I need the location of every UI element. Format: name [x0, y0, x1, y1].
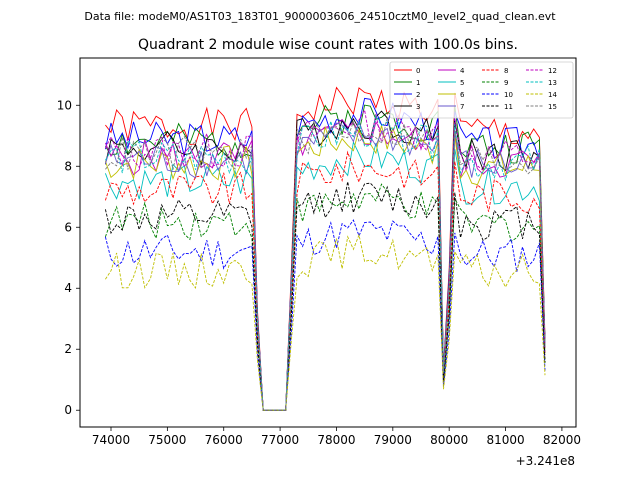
legend-label-3: 3 [416, 103, 420, 111]
legend-label-13: 13 [548, 79, 557, 87]
x-tick-label: 78000 [317, 433, 355, 447]
chart-title: Quadrant 2 module wise count rates with … [138, 37, 518, 53]
y-tick-label: 6 [64, 220, 72, 234]
y-tick-label: 8 [64, 159, 72, 173]
series-line-0 [105, 86, 546, 411]
legend-label-9: 9 [504, 79, 508, 87]
x-tick-label: 76000 [205, 433, 243, 447]
legend-label-5: 5 [460, 79, 464, 87]
axis-ticks: 74000 75000 76000 77000 78000 79000 80000 81000… [57, 98, 581, 447]
x-tick-label: 74000 [92, 433, 130, 447]
x-tick-label: 80000 [430, 433, 468, 447]
series-line-10 [104, 219, 546, 411]
series-line-15 [105, 117, 546, 411]
y-tick-label: 10 [57, 98, 72, 112]
x-tick-label: 81000 [486, 433, 524, 447]
legend-label-7: 7 [460, 103, 464, 111]
x-tick-label: 75000 [148, 433, 186, 447]
series-line-14 [105, 233, 546, 411]
legend-label-0: 0 [416, 67, 420, 75]
x-tick-label: 82000 [543, 433, 581, 447]
legend-label-8: 8 [504, 67, 508, 75]
series-line-13 [105, 114, 546, 411]
data-file-suptitle: Data file: modeM0/AS1T03_183T01_90000036… [84, 10, 556, 23]
legend-label-2: 2 [416, 91, 420, 99]
legend-label-15: 15 [548, 103, 557, 111]
legend-label-4: 4 [460, 67, 465, 75]
legend-label-10: 10 [504, 91, 513, 99]
y-tick-label: 0 [64, 403, 72, 417]
axes-frame [79, 57, 577, 428]
series-line-7 [104, 119, 546, 411]
x-tick-label: 77000 [261, 433, 299, 447]
legend-box [389, 61, 574, 119]
plot-area [104, 86, 546, 411]
series-line-9 [104, 183, 546, 411]
series-line-6 [104, 125, 546, 411]
series-line-8 [104, 150, 546, 411]
x-tick-label: 79000 [374, 433, 412, 447]
legend-label-1: 1 [416, 79, 420, 87]
legend-label-14: 14 [548, 91, 557, 99]
series-line-2 [104, 97, 546, 411]
x-offset-label: +3.241e8 [516, 454, 575, 468]
y-tick-label: 4 [64, 281, 72, 295]
y-tick-label: 2 [64, 342, 72, 356]
legend-label-12: 12 [548, 67, 557, 75]
legend-label-11: 11 [504, 103, 513, 111]
legend-label-6: 6 [460, 91, 465, 99]
series-line-3 [104, 110, 546, 411]
